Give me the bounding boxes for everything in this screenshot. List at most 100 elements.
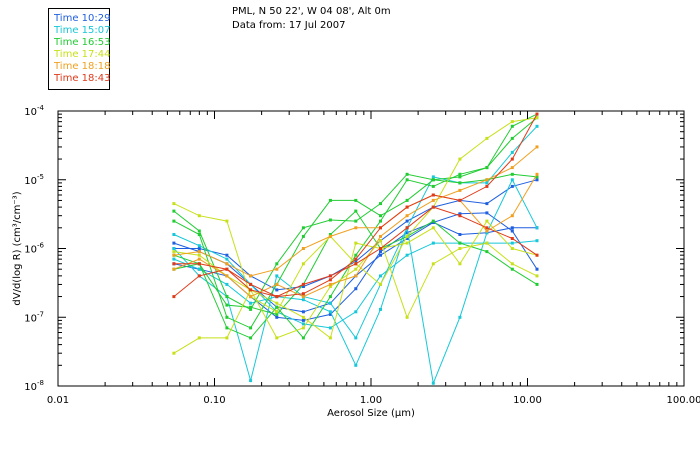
series-line <box>173 117 538 311</box>
series-point <box>328 312 332 316</box>
series-point <box>379 274 382 278</box>
series-point <box>458 181 462 185</box>
series-point <box>510 120 514 124</box>
series-5 <box>172 178 539 386</box>
series-point <box>172 253 176 257</box>
series-point <box>328 285 332 288</box>
series-point <box>354 209 358 213</box>
series-point <box>354 259 358 263</box>
series-point <box>458 247 462 250</box>
series-point <box>172 219 176 223</box>
series-line <box>173 179 538 291</box>
series-point <box>405 172 409 176</box>
series-point <box>197 262 201 266</box>
series-point <box>405 253 409 257</box>
series-point <box>405 231 409 235</box>
series-point <box>485 178 489 182</box>
series-point <box>197 250 201 254</box>
series-point <box>379 239 382 243</box>
series-point <box>249 326 253 330</box>
series-point <box>485 211 489 215</box>
series-point <box>225 303 229 307</box>
series-point <box>301 298 305 302</box>
series-point <box>172 262 176 266</box>
series-point <box>379 307 382 311</box>
series-point <box>328 301 332 305</box>
series-point <box>510 241 514 245</box>
y-axis-label: dV/d(log R) (cm³/cm⁻³) <box>12 191 23 305</box>
series-point <box>197 336 201 340</box>
series-point <box>485 226 489 230</box>
series-point <box>328 198 332 202</box>
series-point <box>354 267 358 271</box>
series-point <box>535 124 539 128</box>
series-point <box>354 336 358 340</box>
series-point <box>275 262 279 266</box>
series-point <box>275 288 279 292</box>
y-tick-exponent: -6 <box>37 242 45 250</box>
series-point <box>225 219 229 223</box>
series-point <box>275 310 279 314</box>
series-point <box>354 226 358 230</box>
series-point <box>485 250 489 254</box>
series-point <box>354 253 358 257</box>
series-point <box>535 178 539 182</box>
series-point <box>431 198 435 202</box>
series-point <box>249 307 253 311</box>
series-point <box>405 237 409 240</box>
series-point <box>535 239 539 243</box>
legend-entry: Time 18:43 <box>54 73 111 84</box>
series-point <box>405 315 409 319</box>
series-point <box>275 315 279 319</box>
series-point <box>328 336 332 340</box>
series-point <box>510 184 514 188</box>
series-point <box>172 295 176 299</box>
series-point <box>431 175 435 179</box>
series-point <box>458 175 462 179</box>
series-point <box>458 241 462 245</box>
series-point <box>431 219 435 223</box>
y-tick-label: 10 <box>24 313 37 324</box>
series-point <box>301 322 305 326</box>
series-point <box>379 219 382 223</box>
series-point <box>197 253 201 257</box>
series-point <box>510 214 514 218</box>
series-point <box>249 288 253 292</box>
series-point <box>197 257 201 261</box>
legend-entry: Time 15:07 <box>54 25 111 36</box>
series-point <box>485 202 489 206</box>
series-point <box>301 326 305 330</box>
series-point <box>354 219 358 223</box>
series-point <box>535 172 539 176</box>
series-point <box>172 247 176 250</box>
series-point <box>379 226 382 230</box>
series-point <box>535 267 539 271</box>
series-point <box>225 257 229 261</box>
series-point <box>301 247 305 250</box>
series-point <box>301 226 305 230</box>
series-point <box>485 166 489 170</box>
series-13 <box>172 219 539 340</box>
series-point <box>172 241 176 245</box>
series-point <box>249 282 253 286</box>
series-point <box>535 253 539 257</box>
legend-entry: Time 10:29 <box>54 13 111 24</box>
series-point <box>328 278 332 282</box>
series-point <box>485 231 489 235</box>
series-point <box>225 295 229 299</box>
series-point <box>328 282 332 286</box>
y-tick-label: 10 <box>24 107 37 118</box>
series-3 <box>172 220 539 322</box>
series-8 <box>172 112 539 340</box>
x-tick-label: 100.00 <box>667 395 700 406</box>
series-point <box>431 178 435 182</box>
series-line <box>173 220 538 339</box>
series-point <box>510 178 514 182</box>
y-tick-label: 10 <box>24 245 37 256</box>
series-point <box>405 241 409 245</box>
series-point <box>458 188 462 192</box>
series-point <box>354 310 358 314</box>
series-point <box>535 116 539 120</box>
series-point <box>510 150 514 154</box>
